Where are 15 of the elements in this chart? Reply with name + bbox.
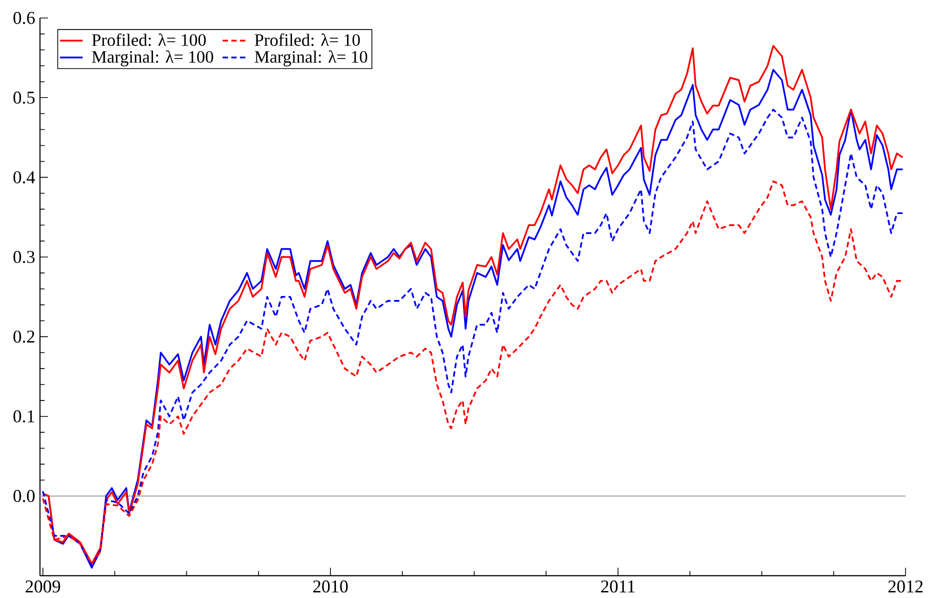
y-tick-label: 0.2 xyxy=(13,330,34,343)
y-tick-label: 0.0 xyxy=(13,490,35,502)
legend-label: Marginal: λ= 100 xyxy=(92,50,214,66)
y-tick-label: 0.4 xyxy=(13,171,35,184)
legend-label: Profiled: λ= 10 xyxy=(254,34,360,46)
legend-label: Marginal: λ= 10 xyxy=(254,50,368,66)
x-tick-label: 2010 xyxy=(313,580,348,593)
y-tick-label: 0.1 xyxy=(13,410,34,423)
legend-label: Profiled: λ= 100 xyxy=(92,34,206,46)
y-tick-label: 0.3 xyxy=(13,251,35,264)
y-tick-label: 0.5 xyxy=(13,92,35,104)
x-tick-label: 2012 xyxy=(888,580,923,593)
x-tick-label: 2009 xyxy=(26,580,60,593)
y-tick-label: 0.6 xyxy=(13,12,35,24)
x-tick-label: 2011 xyxy=(601,580,635,593)
